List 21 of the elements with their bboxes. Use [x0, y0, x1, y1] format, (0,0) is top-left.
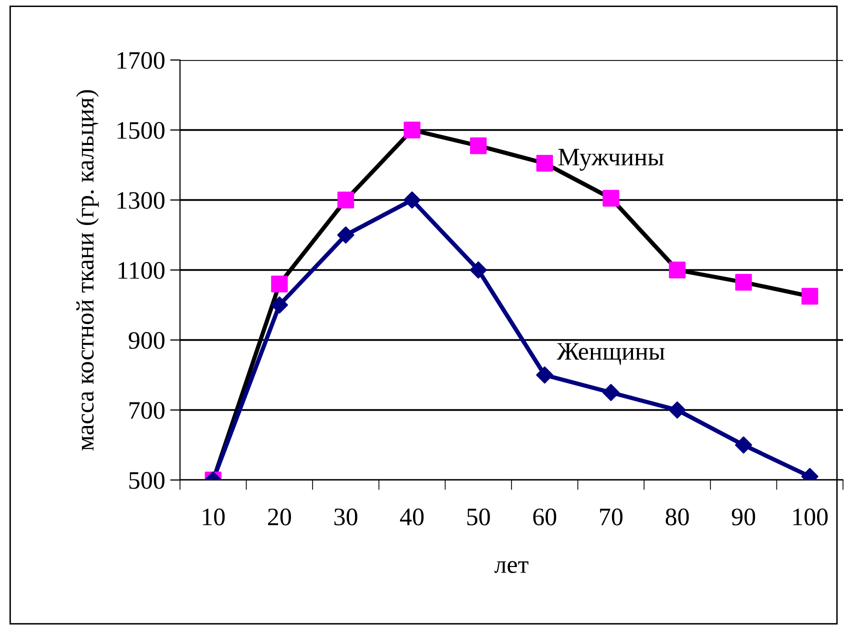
x-tick-label: 50: [467, 508, 490, 526]
x-tick-label: 40: [400, 508, 424, 526]
y-tick-label: 1300: [118, 192, 164, 209]
x-tick-label: 90: [732, 508, 756, 526]
x-tick-label: 100: [793, 508, 828, 526]
x-tick-label: 10: [202, 508, 225, 526]
series-label: Мужчины: [558, 148, 664, 171]
x-tick-label: 30: [334, 508, 358, 526]
y-tick-label: 500: [129, 472, 164, 489]
x-axis-title: лет: [494, 561, 528, 574]
x-tick-label: 60: [533, 508, 556, 526]
x-tick-label: 70: [600, 508, 622, 526]
x-tick-label: 80: [666, 508, 689, 526]
y-tick-label: 1500: [118, 122, 164, 139]
y-axis-title: масса костной ткани (гр. кальция): [76, 90, 99, 450]
y-tick-label: 1700: [118, 52, 164, 69]
series-label: Женщины: [556, 343, 665, 365]
y-tick-label: 700: [130, 402, 164, 419]
x-tick-label: 20: [268, 508, 291, 526]
y-tick-label: 900: [128, 332, 164, 349]
y-tick-label: 1100: [118, 262, 164, 279]
